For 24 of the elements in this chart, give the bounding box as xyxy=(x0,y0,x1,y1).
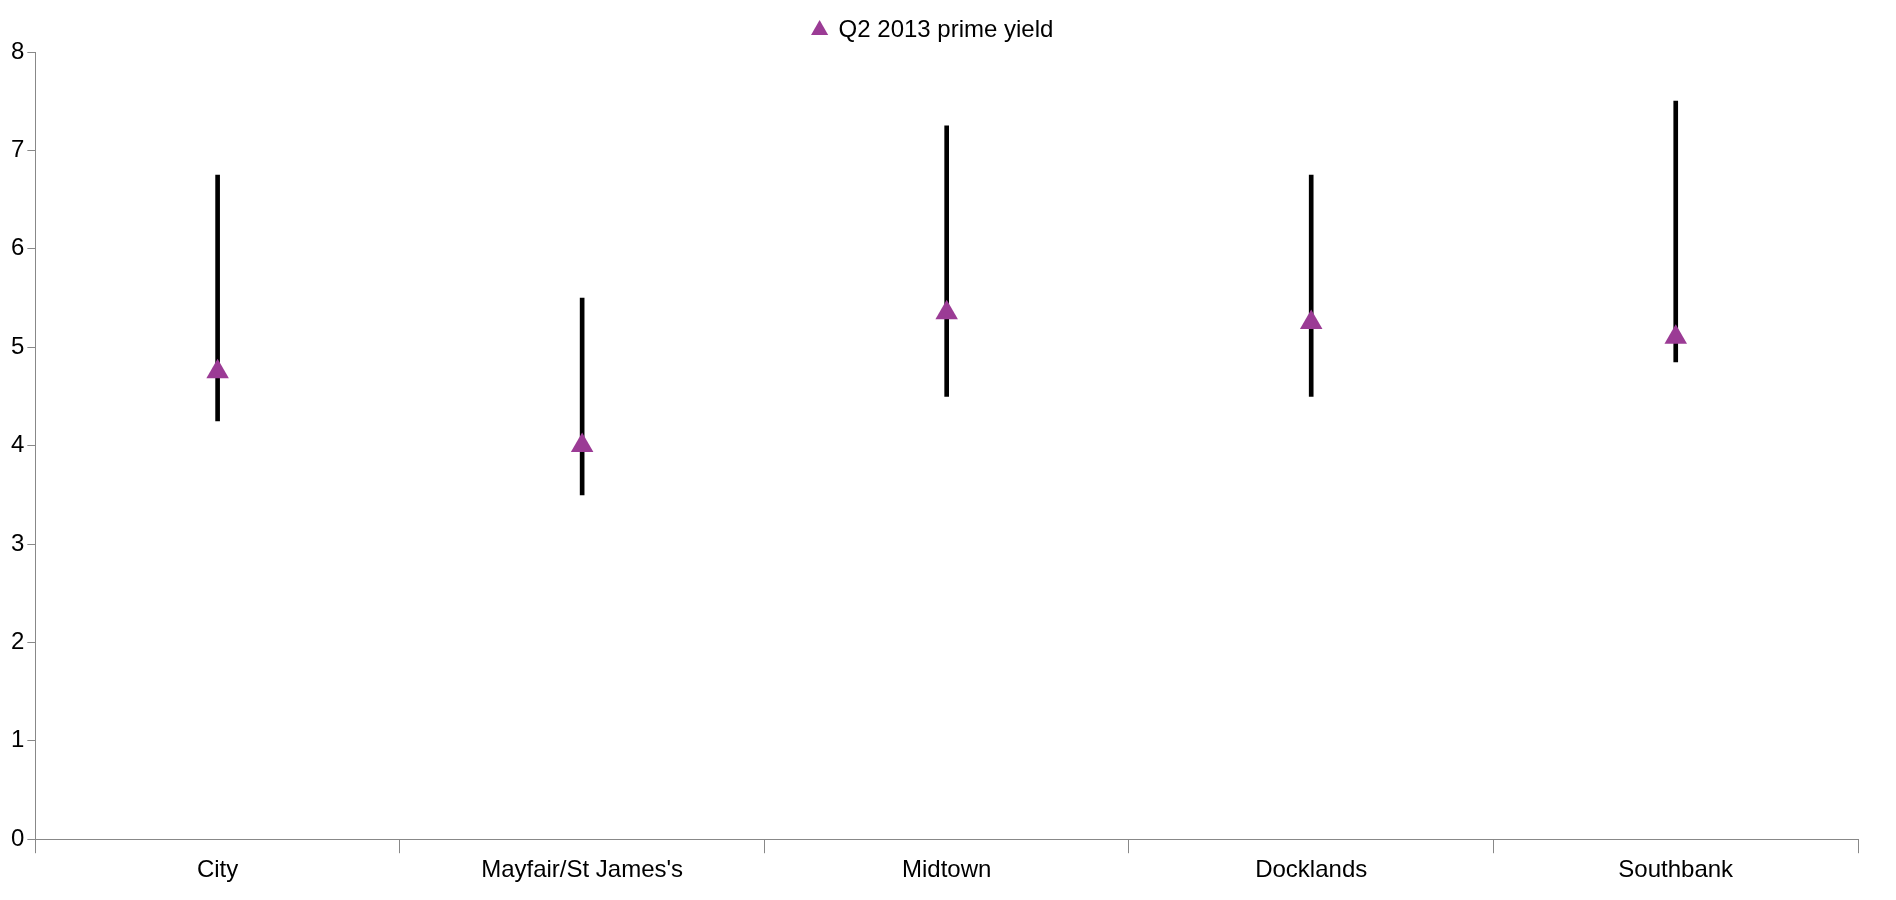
x-tick-label: City xyxy=(196,855,239,883)
legend-label: Q2 2013 prime yield xyxy=(838,14,1054,42)
x-tick-label: Midtown xyxy=(901,855,992,883)
y-tick-label: 6 xyxy=(10,233,25,261)
point xyxy=(935,299,958,320)
y-tick-label: 7 xyxy=(10,135,25,163)
point xyxy=(206,358,229,379)
bar xyxy=(944,125,949,397)
y-tick-label: 0 xyxy=(10,823,25,851)
bar xyxy=(1308,174,1314,397)
bar xyxy=(215,174,220,422)
x-tick-label: Southbank xyxy=(1618,855,1735,883)
x-tick-label: Docklands xyxy=(1255,855,1368,883)
y-tick-label: 8 xyxy=(10,36,25,64)
y-tick-label: 2 xyxy=(10,627,25,655)
point xyxy=(570,432,594,453)
y-tick-label: 1 xyxy=(10,725,25,753)
y-tick-label: 5 xyxy=(10,331,25,359)
point xyxy=(1664,324,1687,344)
y-tick-label: 3 xyxy=(10,528,25,556)
y-tick-label: 4 xyxy=(10,430,25,458)
point xyxy=(1299,309,1323,330)
x-tick-label: Mayfair/St James's xyxy=(481,855,684,883)
bar xyxy=(1673,100,1679,363)
